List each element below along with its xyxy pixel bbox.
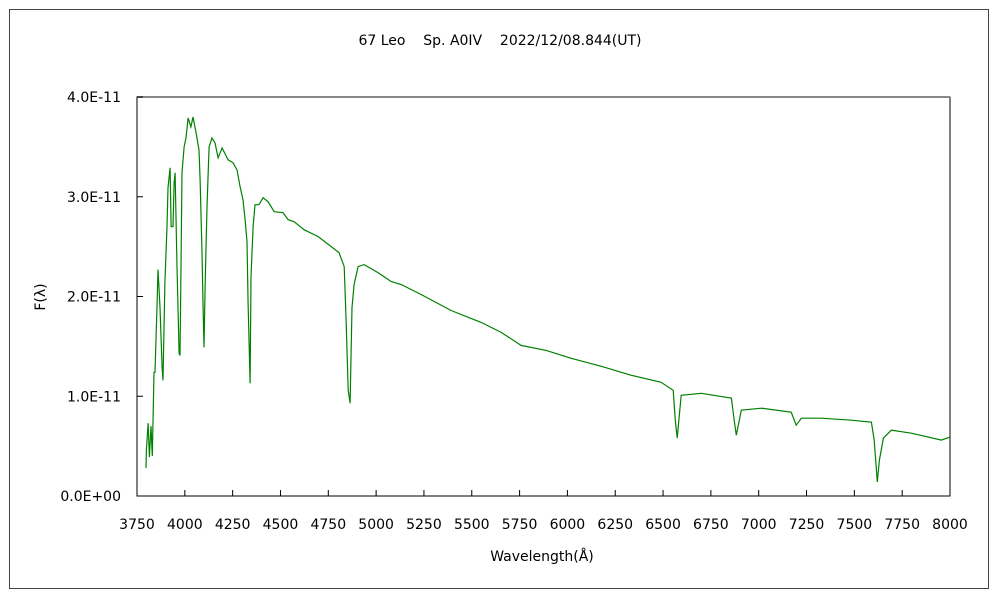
y-tick-label: 4.0E-11 bbox=[67, 90, 121, 106]
x-tick-label: 5000 bbox=[358, 517, 394, 533]
y-tick-label: 1.0E-11 bbox=[67, 389, 121, 405]
x-tick-label: 3750 bbox=[119, 517, 155, 533]
y-axis-label: F(λ) bbox=[33, 283, 49, 310]
x-tick-label: 7000 bbox=[741, 517, 777, 533]
y-tick-label: 0.0E+00 bbox=[60, 489, 121, 505]
spectrum-series-line bbox=[145, 116, 951, 483]
x-tick-label: 5500 bbox=[454, 517, 490, 533]
x-tick-label: 5750 bbox=[502, 517, 538, 533]
x-tick-label: 6500 bbox=[645, 517, 681, 533]
y-tick-label: 3.0E-11 bbox=[67, 190, 121, 206]
x-tick-label: 4250 bbox=[215, 517, 251, 533]
x-tick-label: 4500 bbox=[263, 517, 299, 533]
chart-frame bbox=[9, 9, 989, 589]
y-tick-label: 2.0E-11 bbox=[67, 290, 121, 306]
x-tick-label: 8000 bbox=[932, 517, 968, 533]
x-tick-label: 4750 bbox=[310, 517, 346, 533]
x-tick-label: 6750 bbox=[693, 517, 729, 533]
x-tick-label: 4000 bbox=[167, 517, 203, 533]
x-tick-label: 7500 bbox=[837, 517, 873, 533]
x-tick-label: 6000 bbox=[550, 517, 586, 533]
x-tick-label: 7250 bbox=[789, 517, 825, 533]
plot-area bbox=[136, 96, 951, 497]
chart-title: 67 Leo Sp. A0IV 2022/12/08.844(UT) bbox=[358, 33, 641, 49]
x-tick-label: 7750 bbox=[884, 517, 920, 533]
x-tick-label: 6250 bbox=[597, 517, 633, 533]
x-tick-label: 5250 bbox=[406, 517, 442, 533]
x-axis-label: Wavelength(Å) bbox=[490, 548, 594, 565]
